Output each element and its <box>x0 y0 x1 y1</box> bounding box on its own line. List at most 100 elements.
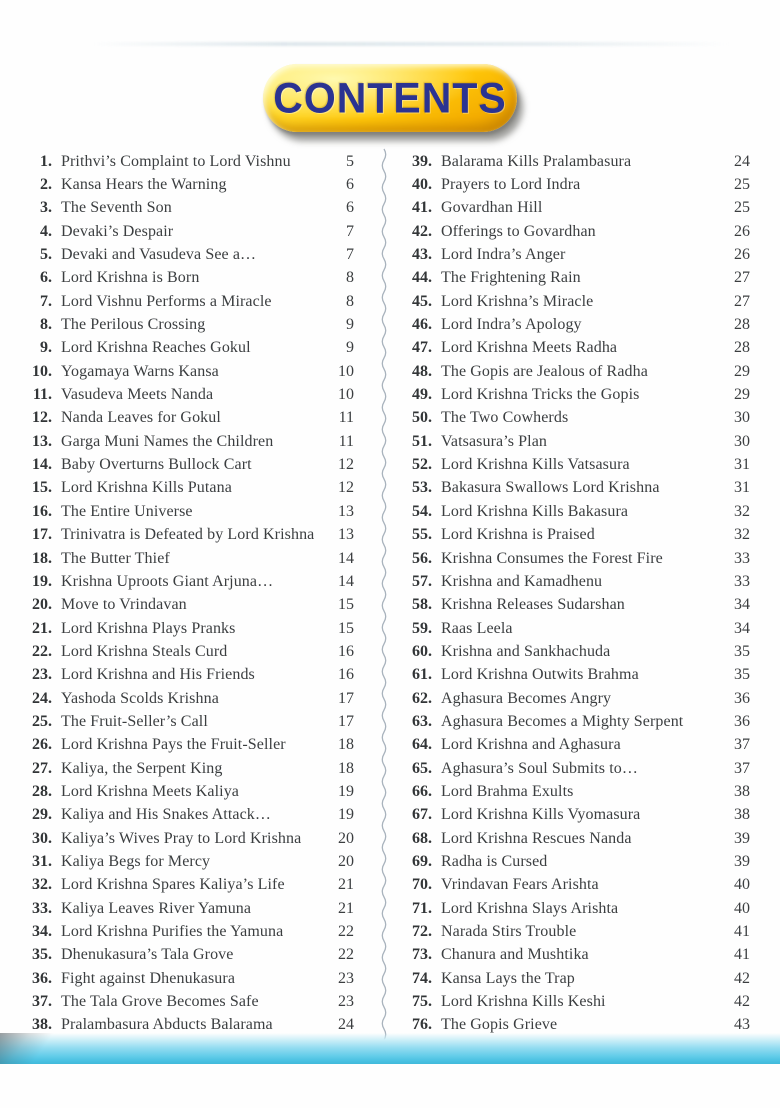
toc-row: 47. Lord Krishna Meets Radha 28 <box>402 337 750 360</box>
toc-entry-page-number: 9 <box>346 316 354 334</box>
toc-entry-page-number: 12 <box>338 456 354 474</box>
toc-entry-title: Lord Krishna Purifies the Yamuna <box>61 923 284 941</box>
toc-row: 31. Kaliya Begs for Mercy 20 <box>22 850 354 873</box>
toc-entry-number: 37. <box>32 993 52 1011</box>
toc-entry-page-number: 35 <box>734 642 750 660</box>
toc-entry-number: 14. <box>32 456 52 474</box>
toc-row: 42. Offerings to Govardhan 26 <box>402 220 750 243</box>
toc-entry-title: Vasudeva Meets Nanda <box>61 386 214 404</box>
toc-entry-title: Lord Krishna Steals Curd <box>61 642 228 660</box>
toc-row: 28. Lord Krishna Meets Kaliya 19 <box>22 780 354 803</box>
toc-entry-page-number: 23 <box>338 993 354 1011</box>
toc-entry-number: 49. <box>412 386 432 404</box>
toc-entry-page-number: 29 <box>734 362 750 380</box>
toc-entry-title: Lord Krishna Kills Vatsasura <box>441 456 630 474</box>
toc-row: 20. Move to Vrindavan 15 <box>22 594 354 617</box>
toc-row: 29. Kaliya and His Snakes Attack… 19 <box>22 804 354 827</box>
toc-row: 36. Fight against Dhenukasura 23 <box>22 967 354 990</box>
toc-entry-number: 20. <box>32 596 52 614</box>
toc-entry-title: Trinivatra is Defeated by Lord Krishna <box>61 526 315 544</box>
toc-entry-number: 63. <box>412 712 432 730</box>
toc-entry-title: Balarama Kills Pralambasura <box>441 152 632 170</box>
toc-row: 19. Krishna Uproots Giant Arjuna… 14 <box>22 570 354 593</box>
toc-entry-title: Offerings to Govardhan <box>441 222 596 240</box>
toc-entry-title: Lord Krishna Reaches Gokul <box>61 339 251 357</box>
toc-row: 65. Aghasura’s Soul Submits to… 37 <box>402 757 750 780</box>
page-title: CONTENTS <box>273 73 507 122</box>
toc-entry-number: 47. <box>412 339 432 357</box>
toc-entry-title: The Fruit-Seller’s Call <box>61 712 208 730</box>
toc-entry-title: Lord Krishna Rescues Nanda <box>441 829 632 847</box>
toc-entry-number: 6. <box>40 269 52 287</box>
toc-row: 7. Lord Vishnu Performs a Miracle 8 <box>22 290 354 313</box>
toc-row: 74. Kansa Lays the Trap 42 <box>402 967 750 990</box>
toc-entry-page-number: 29 <box>734 386 750 404</box>
toc-entry-number: 54. <box>412 502 432 520</box>
toc-entry-title: Devaki’s Despair <box>61 222 174 240</box>
toc-row: 4. Devaki’s Despair 7 <box>22 220 354 243</box>
scan-artifact-line <box>90 42 730 46</box>
toc-entry-number: 12. <box>32 409 52 427</box>
toc-entry-title: The Entire Universe <box>61 502 193 520</box>
toc-entry-number: 32. <box>32 876 52 894</box>
toc-entry-number: 67. <box>412 806 432 824</box>
toc-row: 5. Devaki and Vasudeva See a… 7 <box>22 243 354 266</box>
toc-row: 52. Lord Krishna Kills Vatsasura 31 <box>402 453 750 476</box>
toc-entry-number: 68. <box>412 829 432 847</box>
toc-entry-title: Lord Krishna and His Friends <box>61 666 255 684</box>
toc-entry-title: The Gopis are Jealous of Radha <box>441 362 648 380</box>
toc-entry-number: 13. <box>32 432 52 450</box>
toc-row: 67. Lord Krishna Kills Vyomasura 38 <box>402 804 750 827</box>
toc-entry-number: 59. <box>412 619 432 637</box>
toc-entry-page-number: 26 <box>734 222 750 240</box>
toc-entry-page-number: 9 <box>346 339 354 357</box>
toc-entry-page-number: 30 <box>734 409 750 427</box>
toc-entry-title: Lord Vishnu Performs a Miracle <box>61 292 272 310</box>
toc-entry-title: The Tala Grove Becomes Safe <box>61 993 259 1011</box>
toc-entry-number: 21. <box>32 619 52 637</box>
toc-entry-page-number: 13 <box>338 502 354 520</box>
toc-entry-number: 26. <box>32 736 52 754</box>
toc-entry-page-number: 38 <box>734 782 750 800</box>
toc-entry-number: 1. <box>40 152 52 170</box>
toc-entry-number: 23. <box>32 666 52 684</box>
toc-row: 6. Lord Krishna is Born 8 <box>22 267 354 290</box>
toc-row: 46. Lord Indra’s Apology 28 <box>402 313 750 336</box>
toc-entry-number: 52. <box>412 456 432 474</box>
toc-row: 35. Dhenukasura’s Tala Grove 22 <box>22 944 354 967</box>
toc-entry-title: Lord Krishna Kills Keshi <box>441 993 606 1011</box>
toc-row: 25. The Fruit-Seller’s Call 17 <box>22 710 354 733</box>
toc-entry-number: 55. <box>412 526 432 544</box>
toc-row: 66. Lord Brahma Exults 38 <box>402 780 750 803</box>
toc-entry-number: 38. <box>32 1016 52 1034</box>
toc-entry-number: 45. <box>412 292 432 310</box>
toc-entry-page-number: 41 <box>734 946 750 964</box>
toc-entry-title: Govardhan Hill <box>441 199 543 217</box>
toc-entry-page-number: 18 <box>338 759 354 777</box>
toc-entry-page-number: 39 <box>734 852 750 870</box>
toc-entry-page-number: 33 <box>734 572 750 590</box>
toc-entry-title: Lord Indra’s Apology <box>441 316 582 334</box>
toc-entry-page-number: 32 <box>734 526 750 544</box>
toc-entry-number: 11. <box>32 386 52 404</box>
toc-entry-title: Lord Krishna Outwits Brahma <box>441 666 639 684</box>
toc-entry-number: 69. <box>412 852 432 870</box>
toc-entry-number: 4. <box>40 222 52 240</box>
toc-row: 75. Lord Krishna Kills Keshi 42 <box>402 990 750 1013</box>
toc-entry-number: 48. <box>412 362 432 380</box>
toc-entry-page-number: 21 <box>338 899 354 917</box>
toc-entry-number: 19. <box>32 572 52 590</box>
toc-entry-title: Kansa Lays the Trap <box>441 969 575 987</box>
scan-corner-smudge <box>0 1033 55 1064</box>
toc-entry-title: Kaliya Begs for Mercy <box>61 852 211 870</box>
toc-row: 13. Garga Muni Names the Children 11 <box>22 430 354 453</box>
toc-entry-number: 8. <box>40 316 52 334</box>
toc-entry-page-number: 36 <box>734 712 750 730</box>
toc-entry-number: 15. <box>32 479 52 497</box>
toc-entry-number: 33. <box>32 899 52 917</box>
toc-entry-title: Lord Krishna Pays the Fruit-Seller <box>61 736 286 754</box>
toc-entry-number: 16. <box>32 502 52 520</box>
toc-entry-page-number: 20 <box>338 829 354 847</box>
toc-entry-title: Lord Krishna Meets Kaliya <box>61 782 240 800</box>
